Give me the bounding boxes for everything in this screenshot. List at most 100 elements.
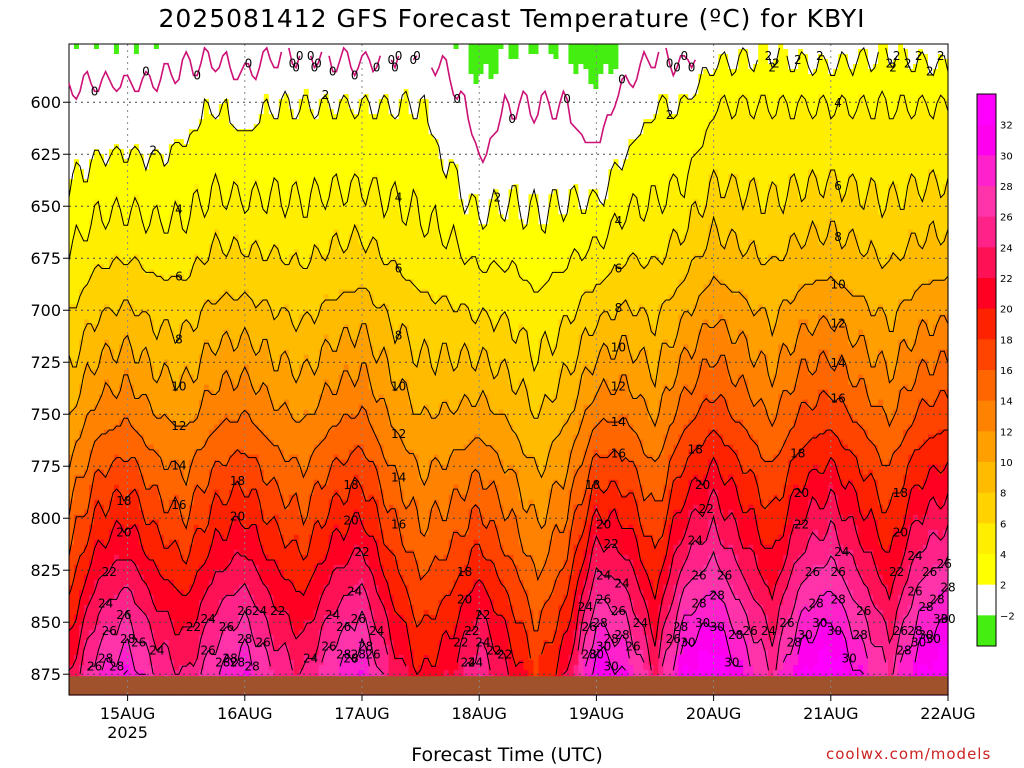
field-cell — [83, 214, 90, 220]
field-cell — [73, 584, 80, 591]
field-cell — [118, 589, 125, 596]
field-cell — [73, 119, 80, 125]
field-cell — [128, 389, 135, 396]
field-cell — [88, 229, 95, 235]
field-cell — [108, 414, 115, 421]
field-cell — [218, 469, 225, 476]
field-cell — [93, 419, 100, 426]
field-cell — [138, 184, 145, 190]
field-cell — [153, 259, 160, 265]
field-cell — [233, 454, 240, 461]
field-cell — [223, 299, 230, 305]
field-cell — [203, 474, 210, 481]
field-cell — [98, 364, 105, 371]
field-cell — [138, 499, 145, 506]
field-cell — [123, 394, 130, 401]
field-cell — [193, 394, 200, 401]
field-cell — [143, 79, 150, 85]
field-cell — [123, 579, 130, 586]
field-cell — [113, 544, 120, 551]
field-cell — [138, 249, 145, 255]
field-cell — [88, 524, 95, 531]
field-cell — [128, 604, 135, 611]
field-cell — [143, 429, 150, 436]
field-cell — [118, 129, 125, 135]
field-cell — [193, 249, 200, 255]
field-cell — [93, 139, 100, 145]
field-cell — [78, 119, 85, 125]
field-cell — [148, 109, 155, 115]
field-cell — [123, 439, 130, 446]
field-cell — [213, 244, 220, 250]
field-cell — [73, 259, 80, 265]
field-cell — [158, 514, 165, 521]
field-cell — [83, 499, 90, 506]
field-cell — [228, 109, 235, 115]
field-cell — [163, 449, 170, 456]
field-cell — [228, 319, 235, 326]
field-cell — [228, 609, 235, 616]
field-cell — [93, 439, 100, 446]
field-cell — [138, 279, 145, 285]
field-cell — [143, 459, 150, 466]
field-cell — [173, 64, 180, 70]
field-cell — [103, 564, 110, 571]
field-cell — [188, 334, 195, 341]
field-cell — [83, 639, 90, 646]
field-cell — [73, 624, 80, 631]
field-cell — [198, 139, 205, 145]
field-cell — [133, 499, 140, 506]
field-cell — [233, 139, 240, 145]
field-cell — [188, 284, 195, 290]
field-cell — [69, 394, 75, 401]
field-cell — [88, 134, 95, 140]
field-cell — [148, 569, 155, 576]
field-cell — [103, 184, 110, 190]
field-cell — [83, 139, 90, 145]
field-cell — [88, 104, 95, 110]
field-cell — [118, 629, 125, 636]
field-cell — [128, 254, 135, 260]
field-cell — [83, 494, 90, 501]
field-cell — [133, 294, 140, 300]
field-cell — [198, 329, 205, 336]
field-cell — [93, 614, 100, 621]
field-cell — [183, 284, 190, 290]
field-cell — [208, 519, 215, 526]
field-cell — [143, 189, 150, 195]
field-cell — [98, 529, 105, 536]
field-cell — [133, 324, 140, 331]
field-cell — [193, 184, 200, 190]
field-cell — [108, 84, 115, 90]
field-cell — [78, 254, 85, 260]
field-cell — [123, 119, 130, 125]
field-cell — [113, 279, 120, 285]
field-cell — [188, 279, 195, 285]
field-cell — [103, 474, 110, 481]
field-cell — [118, 264, 125, 270]
field-cell — [93, 184, 100, 190]
field-cell — [123, 324, 130, 331]
field-cell — [73, 519, 80, 526]
field-cell — [133, 409, 140, 416]
field-cell — [93, 214, 100, 220]
field-cell — [103, 284, 110, 290]
field-cell — [148, 339, 155, 346]
field-cell — [153, 269, 160, 275]
field-cell — [193, 199, 200, 205]
field-cell — [138, 179, 145, 185]
field-cell — [198, 109, 205, 115]
field-cell — [173, 479, 180, 486]
field-cell — [248, 174, 255, 180]
field-cell — [248, 449, 255, 456]
field-cell — [168, 339, 175, 346]
field-cell — [198, 539, 205, 546]
field-cell — [183, 339, 190, 346]
field-cell — [163, 249, 170, 255]
field-cell — [153, 584, 160, 591]
field-cell — [113, 174, 120, 180]
field-cell — [93, 649, 100, 656]
field-cell — [123, 419, 130, 426]
field-cell — [73, 374, 80, 381]
field-cell — [83, 299, 90, 305]
